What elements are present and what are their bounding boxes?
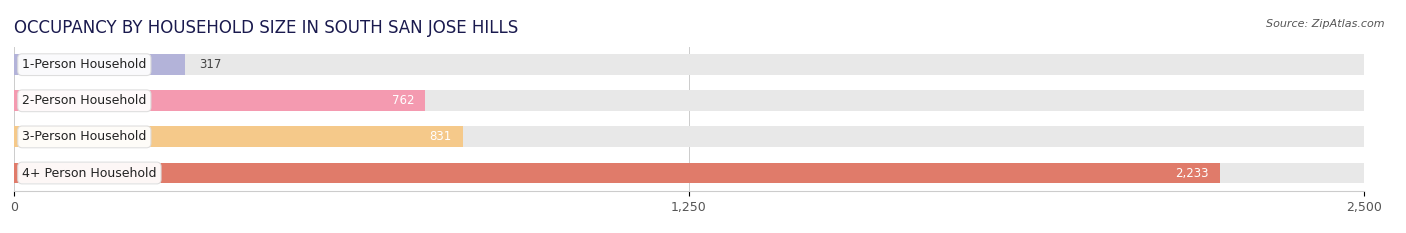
Bar [14, 90, 426, 111]
Bar [14, 127, 1364, 147]
Bar [14, 90, 1364, 111]
Text: 4+ Person Household: 4+ Person Household [22, 167, 156, 179]
Text: 2,233: 2,233 [1175, 167, 1209, 179]
Text: 2-Person Household: 2-Person Household [22, 94, 146, 107]
Text: 3-Person Household: 3-Person Household [22, 130, 146, 143]
Bar [14, 54, 1364, 75]
Bar [14, 127, 463, 147]
Text: 762: 762 [392, 94, 415, 107]
Text: 831: 831 [430, 130, 451, 143]
Text: 317: 317 [198, 58, 221, 71]
Text: Source: ZipAtlas.com: Source: ZipAtlas.com [1267, 19, 1385, 29]
Bar [14, 54, 186, 75]
Bar [14, 163, 1219, 183]
Bar [14, 163, 1364, 183]
Text: 1-Person Household: 1-Person Household [22, 58, 146, 71]
Text: OCCUPANCY BY HOUSEHOLD SIZE IN SOUTH SAN JOSE HILLS: OCCUPANCY BY HOUSEHOLD SIZE IN SOUTH SAN… [14, 19, 519, 37]
